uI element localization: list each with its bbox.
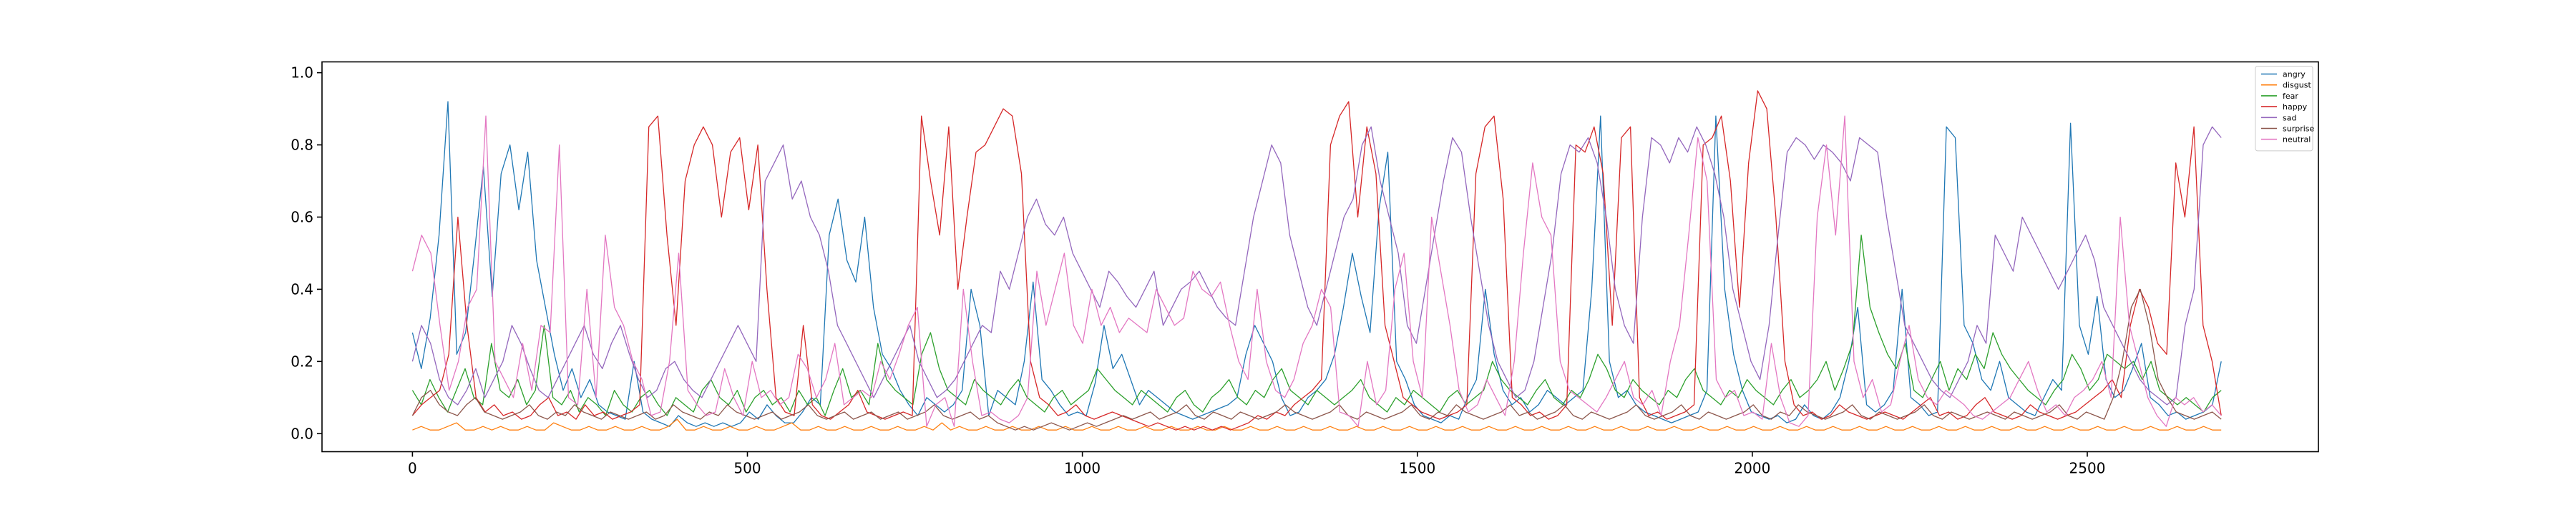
x-tick-label: 1000 bbox=[1064, 460, 1101, 477]
series-line-disgust bbox=[412, 418, 2222, 431]
series-layer bbox=[411, 90, 2222, 431]
y-tick-label: 0.2 bbox=[291, 353, 313, 370]
series-line-surprise bbox=[411, 288, 2222, 431]
y-tick-label: 0.6 bbox=[291, 208, 313, 225]
series-line-fear bbox=[411, 235, 2222, 416]
y-tick-label: 0.0 bbox=[291, 425, 313, 442]
y-tick-label: 1.0 bbox=[291, 64, 313, 82]
legend-label-disgust: disgust bbox=[2283, 81, 2311, 90]
legend-label-angry: angry bbox=[2283, 70, 2306, 79]
y-tick-label: 0.4 bbox=[291, 280, 313, 298]
x-tick-label: 500 bbox=[733, 460, 761, 477]
legend-label-surprise: surprise bbox=[2283, 124, 2315, 134]
plot-frame bbox=[321, 61, 2319, 453]
legend-frame bbox=[2255, 66, 2313, 152]
axis-layer: 0 500 1000 1500 2000 2500 0.0 0.2 0.4 0.6 0.8 1.0 bbox=[291, 64, 2105, 477]
legend-label-neutral: neutral bbox=[2283, 135, 2311, 144]
series-line-sad bbox=[411, 126, 2222, 406]
series-line-neutral bbox=[411, 115, 2222, 427]
x-tick-label: 1500 bbox=[1399, 460, 1435, 477]
legend-label-happy: happy bbox=[2283, 102, 2308, 112]
x-tick-label: 0 bbox=[408, 460, 417, 477]
x-tick-label: 2000 bbox=[1734, 460, 1770, 477]
legend-label-fear: fear bbox=[2283, 92, 2298, 101]
y-tick-label: 0.8 bbox=[291, 137, 313, 154]
series-line-happy bbox=[411, 90, 2222, 431]
legend-label-sad: sad bbox=[2283, 113, 2296, 122]
x-tick-label: 2500 bbox=[2069, 460, 2106, 477]
